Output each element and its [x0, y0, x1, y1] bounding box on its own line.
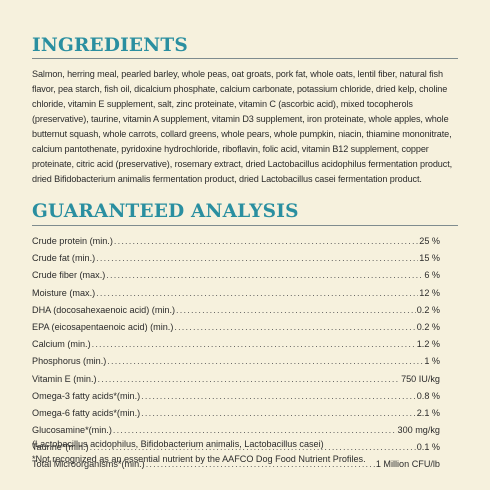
dot-leader: [106, 267, 423, 284]
analysis-value: 0.2 %: [416, 304, 440, 315]
analysis-label: Vitamin E (min.): [32, 373, 97, 384]
analysis-row-taurine: Taurine*(min.) 0.1 %: [32, 439, 440, 456]
aafco-footnote: *Not recognized as an essential nutrient…: [32, 454, 366, 464]
analysis-value: 6 %: [424, 270, 440, 281]
analysis-label: Omega-3 fatty acids*(min.): [32, 390, 141, 401]
analysis-label: Moisture (max.): [32, 287, 96, 298]
dot-leader: [92, 336, 416, 353]
dot-leader: [141, 388, 416, 405]
analysis-label: Total Microorganisms*(min.): [32, 459, 145, 470]
analysis-label: DHA (docosahexaenoic acid) (min.): [32, 304, 176, 315]
ingredients-heading: INGREDIENTS: [32, 35, 188, 56]
analysis-row-epa: EPA (eicosapentaenoic acid) (min.) 0.2 %: [32, 319, 440, 336]
analysis-row-omega-3: Omega-3 fatty acids*(min.) 0.8 %: [32, 388, 440, 405]
analysis-value: 0.1 %: [416, 442, 440, 453]
analysis-row-vitamin-e: Vitamin E (min.) 750 IU/kg: [32, 371, 440, 388]
guaranteed-analysis-table: Crude protein (min.) 25 % Crude fat (min…: [32, 233, 440, 474]
analysis-label: Crude protein (min.): [32, 236, 113, 246]
analysis-label: Taurine*(min.): [32, 442, 89, 453]
analysis-row-omega-6: Omega-6 fatty acids*(min.) 2.1 %: [32, 405, 440, 422]
dot-leader: [107, 353, 423, 370]
analysis-row-crude-protein: Crude protein (min.) 25 %: [32, 233, 440, 250]
ingredients-list: Salmon, herring meal, pearled barley, wh…: [32, 69, 453, 184]
analysis-label: Omega-6 fatty acids*(min.): [32, 407, 141, 418]
analysis-label: Glucosamine*(min.): [32, 425, 112, 436]
dot-leader: [176, 302, 416, 319]
analysis-label: Crude fiber (max.): [32, 270, 106, 281]
analysis-row-glucosamine: Glucosamine*(min.) 300 mg/kg: [32, 422, 440, 439]
analysis-value: 2.1 %: [416, 407, 440, 418]
analysis-label: Phosphorus (min.): [32, 356, 107, 367]
dot-leader: [174, 319, 415, 336]
analysis-value: 300 mg/kg: [397, 425, 440, 436]
dot-leader: [96, 285, 418, 302]
analysis-row-calcium: Calcium (min.) 1.2 %: [32, 336, 440, 353]
dot-leader: [96, 250, 418, 267]
ingredients-divider: [32, 58, 458, 59]
analysis-row-crude-fiber: Crude fiber (max.) 6 %: [32, 267, 440, 284]
analysis-label: Crude fat (min.): [32, 253, 96, 264]
analysis-row-moisture: Moisture (max.) 12 %: [32, 285, 440, 302]
guaranteed-analysis-heading: GUARANTEED ANALYSIS: [32, 201, 299, 222]
dot-leader: [98, 371, 401, 388]
analysis-value: 12 %: [419, 287, 440, 298]
analysis-value: 1 %: [424, 356, 440, 367]
dot-leader: [114, 233, 418, 250]
microorganisms-note: (Lactobacillus acidophilus, Bifidobacter…: [32, 439, 324, 449]
analysis-value: 1.2 %: [416, 339, 440, 350]
analysis-label: Calcium (min.): [32, 339, 91, 350]
analysis-row-crude-fat: Crude fat (min.) 15 %: [32, 250, 440, 267]
dot-leader: [141, 405, 416, 422]
guaranteed-analysis-divider: [32, 225, 458, 226]
analysis-label: EPA (eicosapentaenoic acid) (min.): [32, 321, 174, 332]
analysis-value: 15 %: [419, 253, 440, 264]
analysis-row-dha: DHA (docosahexaenoic acid) (min.) 0.2 %: [32, 302, 440, 319]
analysis-value: 750 IU/kg: [401, 373, 440, 384]
analysis-value: 0.2 %: [416, 321, 440, 332]
analysis-value: 1 Million CFU/lb: [375, 459, 440, 470]
analysis-value: 25 %: [419, 236, 440, 246]
analysis-row-microorganisms: Total Microorganisms*(min.) 1 Million CF…: [32, 456, 440, 473]
analysis-row-phosphorus: Phosphorus (min.) 1 %: [32, 353, 440, 370]
analysis-value: 0.8 %: [416, 390, 440, 401]
